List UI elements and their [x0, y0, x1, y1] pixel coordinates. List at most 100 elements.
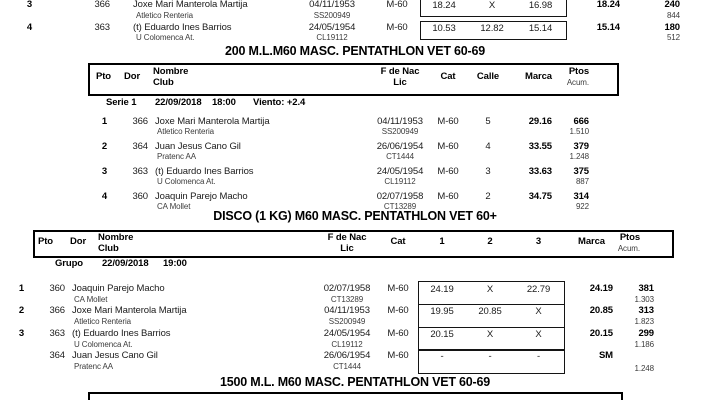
- pto-cell: 2: [18, 305, 24, 316]
- acum-cell: 1.510: [569, 127, 589, 136]
- ptos-cell: 240: [664, 0, 680, 10]
- club-name: U Colomenca At.: [157, 177, 216, 186]
- ptos-cell: 299: [638, 328, 654, 339]
- attempts-box: [418, 349, 565, 374]
- license-cell: CT1444: [386, 152, 414, 161]
- category-cell: M-60: [387, 350, 409, 361]
- grupo-date: 22/09/2018: [102, 258, 149, 269]
- ptos-cell: 314: [573, 191, 589, 202]
- athlete-name: Joaquin Parejo Macho: [155, 191, 248, 202]
- dor-cell: 360: [132, 191, 148, 202]
- athlete-name: Joxe Mari Manterola Martija: [133, 0, 248, 10]
- col-header-marca: Marca: [525, 71, 552, 82]
- header-box: [88, 392, 623, 400]
- license-cell: SS200949: [328, 317, 366, 326]
- col-header-calle: Calle: [476, 71, 500, 82]
- pto-cell: 2: [101, 141, 107, 152]
- col-header-club: Club: [153, 77, 174, 88]
- category-cell: M-60: [437, 141, 459, 152]
- attempt-3-cell: 15.14: [528, 23, 553, 34]
- athlete-name: Juan Jesus Cano Gil: [155, 141, 241, 152]
- club-name: CA Mollet: [74, 295, 108, 304]
- acum-cell: 1.248: [634, 364, 654, 373]
- club-name: Pratenc AA: [74, 362, 114, 371]
- pto-cell: 3: [18, 328, 24, 339]
- section-title-disco: DISCO (1 KG) M60 MASC. PENTATHLON VET 60…: [213, 209, 497, 223]
- attempt-1-cell: 19.95: [430, 306, 454, 317]
- attempt-2-cell: X: [488, 0, 496, 11]
- birthdate-cell: 24/05/1954: [308, 22, 356, 33]
- attempt-2-cell: X: [486, 329, 494, 340]
- acum-cell: 1.248: [569, 152, 589, 161]
- license-cell: CL19112: [316, 33, 348, 42]
- marca-cell: 20.85: [589, 305, 613, 316]
- athlete-name: (t) Eduardo Ines Barrios: [72, 328, 171, 339]
- acum-cell: 1.823: [634, 317, 654, 326]
- athlete-name: (t) Eduardo Ines Barrios: [155, 166, 254, 177]
- attempt-3-cell: -: [536, 351, 541, 362]
- dor-cell: 360: [49, 283, 65, 294]
- acum-cell: 922: [575, 202, 589, 211]
- col-header-cat: Cat: [440, 71, 456, 82]
- attempt-2-cell: X: [486, 284, 494, 295]
- pto-cell: 3: [26, 0, 32, 10]
- col-header-pto: Pto: [96, 71, 112, 82]
- col-header-cat: Cat: [390, 236, 406, 247]
- attempt-2-cell: 20.85: [478, 306, 502, 317]
- category-cell: M-60: [387, 328, 409, 339]
- serie-time: 18:00: [212, 97, 236, 108]
- club-name: Atletico Renteria: [157, 127, 214, 136]
- lane-cell: 3: [485, 166, 491, 177]
- club-name: U Colomenca At.: [136, 33, 195, 42]
- license-cell: CL19112: [331, 340, 363, 349]
- license-cell: CT13289: [383, 202, 417, 211]
- club-name: Atletico Renteria: [136, 11, 193, 20]
- attempt-1-cell: 24.19: [430, 284, 454, 295]
- pto-cell: 1: [18, 283, 24, 294]
- club-name: Atletico Renteria: [74, 317, 131, 326]
- serie-label: Serie 1: [106, 97, 137, 108]
- dor-cell: 363: [132, 166, 148, 177]
- header-box: [33, 230, 674, 258]
- marca-cell: SM: [598, 350, 613, 361]
- license-cell: CT1444: [333, 362, 361, 371]
- club-name: CA Mollet: [157, 202, 191, 211]
- dor-cell: 364: [132, 141, 148, 152]
- ptos-cell: 666: [573, 116, 589, 127]
- acum-cell: 512: [666, 33, 680, 42]
- ptos-cell: 379: [573, 141, 589, 152]
- birthdate-cell: 26/06/1954: [323, 350, 371, 361]
- col-header-nombre: Nombre: [98, 232, 134, 243]
- attempt-3-cell: 16.98: [528, 0, 553, 11]
- grupo-label: Grupo: [55, 258, 83, 269]
- birthdate-cell: 04/11/1953: [324, 305, 370, 316]
- col-header-lic: Lic: [340, 243, 354, 254]
- club-name: U Colomenca At.: [74, 340, 133, 349]
- section-title-200m: 200 M.L.M60 MASC. PENTATHLON VET 60-69: [224, 44, 486, 58]
- pto-cell: 3: [101, 166, 107, 177]
- ptos-cell: 180: [664, 22, 680, 33]
- attempts-box: [420, 21, 567, 40]
- category-cell: M-60: [437, 116, 459, 127]
- category-cell: M-60: [437, 191, 459, 202]
- attempt-2-cell: -: [488, 351, 492, 362]
- birthdate-cell: 02/07/1958: [323, 283, 371, 294]
- marca-cell: 34.75: [528, 191, 552, 202]
- birthdate-cell: 04/11/1953: [309, 0, 355, 10]
- athlete-name: (t) Eduardo Ines Barrios: [133, 22, 232, 33]
- attempts-box: [420, 0, 567, 17]
- grupo-time: 19:00: [163, 258, 187, 269]
- col-header-acum: Acum.: [566, 78, 589, 87]
- attempt-1-cell: -: [440, 351, 444, 362]
- pto-cell: 4: [101, 191, 107, 202]
- serie-wind: Viento: +2.4: [253, 97, 306, 108]
- birthdate-cell: 26/06/1954: [376, 141, 424, 152]
- attempt-3-cell: X: [535, 329, 542, 340]
- col-header-acum: Acum.: [617, 244, 640, 253]
- marca-cell: 20.15: [589, 328, 613, 339]
- col-header-lic: Lic: [393, 77, 407, 88]
- col-header-pto: Pto: [38, 236, 54, 247]
- col-header-attempt-2: 2: [487, 236, 493, 247]
- lane-cell: 4: [485, 141, 491, 152]
